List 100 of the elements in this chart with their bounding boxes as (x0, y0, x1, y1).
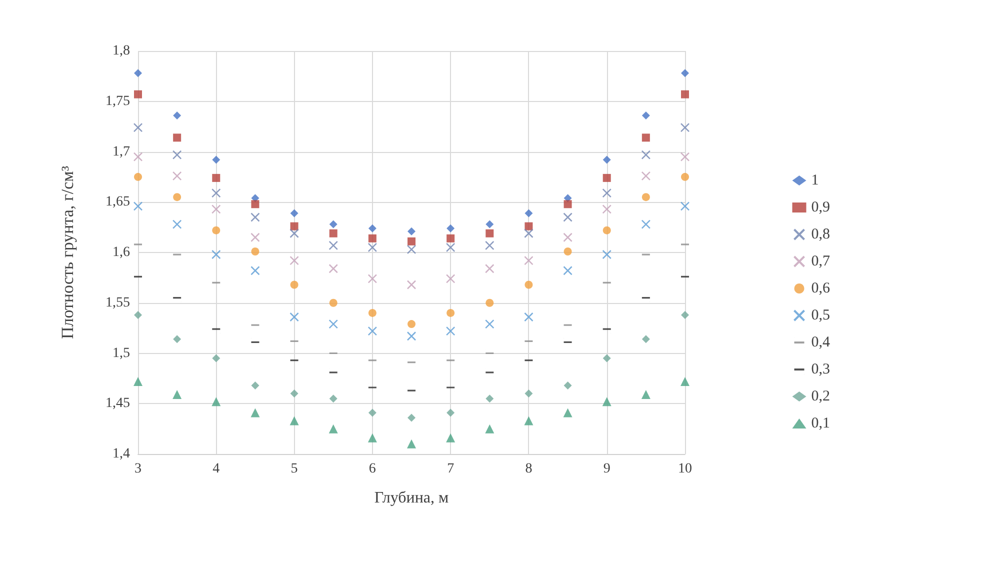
y-tick-label: 1,6 (112, 245, 130, 260)
point (408, 320, 416, 328)
point (251, 381, 260, 390)
point (563, 266, 572, 276)
point (328, 424, 338, 434)
point (406, 331, 416, 341)
point (602, 174, 611, 182)
point (134, 376, 142, 386)
point (290, 222, 298, 230)
point (524, 312, 534, 322)
point (680, 202, 690, 211)
y-tick-label: 1,75 (106, 94, 130, 109)
point (328, 240, 338, 250)
point (446, 408, 455, 417)
point (641, 171, 651, 181)
point (211, 204, 221, 214)
point (172, 150, 182, 160)
point (563, 212, 572, 222)
point (172, 171, 182, 181)
point (642, 111, 650, 120)
legend-label: 0,6 (811, 280, 830, 296)
point (290, 256, 299, 266)
point (329, 394, 338, 403)
point (250, 408, 260, 418)
x-tick-label: 8 (525, 462, 532, 476)
x-tick-label: 4 (212, 462, 220, 476)
point (134, 90, 142, 98)
point (406, 244, 416, 254)
point (681, 69, 689, 78)
point (134, 310, 142, 319)
point (290, 228, 299, 238)
point (446, 308, 455, 317)
y-tick-label: 1,4 (112, 446, 130, 462)
point (524, 228, 534, 238)
y-tick-label: 1,65 (106, 194, 130, 210)
legend-label: 0,4 (811, 334, 830, 350)
point (250, 212, 260, 222)
point (212, 397, 221, 406)
point (486, 229, 494, 238)
point (524, 222, 533, 230)
x-tick-label: 6 (368, 462, 376, 476)
point (446, 234, 455, 242)
y-tick-label: 1,55 (106, 295, 130, 310)
point (290, 312, 299, 322)
legend-label: 1 (811, 172, 819, 188)
point (212, 354, 220, 362)
point (446, 274, 456, 284)
y-axis-title: Плотность грунта, г/см³ (58, 166, 77, 340)
point (484, 319, 494, 329)
point (290, 280, 298, 289)
point (173, 134, 182, 142)
point (524, 416, 534, 426)
point (134, 69, 142, 78)
x-tick-label: 5 (290, 462, 298, 476)
x-tick-label: 9 (603, 462, 610, 476)
legend-label: 0,7 (811, 254, 830, 270)
legend-label: 0,3 (811, 362, 830, 378)
point (212, 174, 220, 182)
point (173, 335, 182, 344)
point (173, 111, 182, 120)
point (290, 390, 298, 398)
point (524, 209, 533, 218)
legend-label: 0,1 (811, 416, 830, 432)
point (251, 200, 260, 208)
x-tick-label: 7 (447, 462, 454, 476)
point (641, 220, 651, 229)
point (681, 172, 689, 181)
legend-label: 0,9 (811, 200, 830, 216)
point (368, 234, 376, 242)
point (134, 172, 142, 181)
point (485, 424, 494, 434)
point (486, 220, 494, 228)
point (212, 226, 220, 234)
point (524, 390, 533, 398)
point (133, 122, 143, 132)
point (524, 256, 534, 266)
point (368, 224, 376, 232)
point (642, 134, 650, 142)
point (408, 237, 416, 246)
point (602, 188, 612, 198)
point (484, 264, 494, 274)
point (329, 220, 338, 228)
point (172, 220, 182, 229)
point (602, 226, 611, 234)
point (172, 390, 182, 400)
point (328, 319, 338, 329)
legend-label: 0,5 (811, 308, 830, 324)
point (328, 264, 338, 274)
point (680, 152, 690, 162)
point (564, 200, 572, 208)
x-tick-label: 3 (134, 462, 142, 476)
point (446, 242, 456, 252)
point (173, 193, 182, 202)
point (642, 335, 650, 344)
point (250, 266, 260, 276)
point (368, 274, 378, 284)
point (680, 376, 690, 386)
point (484, 240, 494, 250)
point (368, 308, 376, 317)
point (407, 439, 416, 448)
